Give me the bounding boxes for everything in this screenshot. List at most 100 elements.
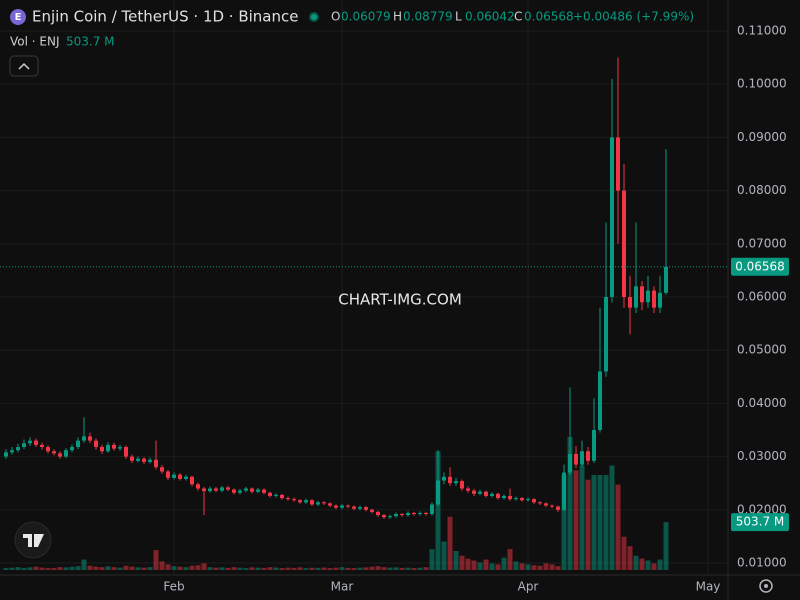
candle-body — [190, 476, 194, 485]
settings-icon[interactable] — [759, 579, 773, 593]
candle-body — [196, 484, 200, 489]
volume-bar — [573, 470, 579, 570]
volume-bar — [549, 564, 555, 570]
candle-body — [466, 488, 470, 491]
candle-body — [586, 451, 590, 461]
candle-body — [388, 516, 392, 518]
volume-bar — [117, 567, 123, 570]
candle-body — [100, 447, 104, 452]
volume-bar — [543, 563, 549, 570]
candle-body — [556, 506, 560, 510]
candle-body — [364, 507, 368, 510]
candle-body — [622, 190, 626, 297]
volume-bar — [195, 565, 201, 570]
volume-bar — [435, 451, 441, 570]
candle-body — [112, 444, 116, 449]
volume-bar — [621, 536, 627, 570]
volume-bar — [657, 559, 663, 570]
candle-body — [358, 507, 362, 509]
candle-body — [328, 503, 332, 506]
candle-body — [640, 286, 644, 303]
candle-body — [316, 502, 320, 505]
candle-body — [418, 512, 422, 515]
symbol-title: Enjin Coin / TetherUS · 1D · Binance — [32, 8, 298, 26]
coin-icon — [10, 9, 26, 25]
candle-body — [82, 436, 86, 441]
volume-bar — [411, 568, 417, 570]
candle-body — [262, 489, 266, 493]
volume-bar — [633, 555, 639, 570]
volume-bar — [171, 566, 177, 570]
candle-body — [430, 504, 434, 515]
candle-body — [34, 440, 38, 445]
volume-bar — [57, 567, 63, 570]
volume-bar — [603, 475, 609, 570]
volume-bar — [51, 567, 57, 570]
volume-bar — [129, 566, 135, 570]
volume-bar — [33, 566, 39, 570]
candle-body — [568, 453, 572, 473]
volume-bar — [447, 516, 453, 570]
volume-bar — [513, 561, 519, 570]
volume-bar — [201, 563, 207, 570]
volume-bar — [243, 568, 249, 570]
tv-logo[interactable] — [14, 521, 52, 559]
volume-legend: Vol · ENJ — [10, 35, 60, 49]
volume-bar — [45, 568, 51, 570]
candle-body — [106, 444, 110, 452]
candle-body — [310, 500, 314, 505]
y-tick-label: 0.09000 — [737, 130, 787, 144]
candle-body — [658, 292, 662, 308]
candle-body — [4, 452, 8, 457]
candle-body — [226, 487, 230, 490]
candle-body — [574, 453, 578, 465]
ohlc-value: 0.06568 — [524, 10, 574, 24]
ohlc-value: 0.06042 — [465, 10, 515, 24]
candle-body — [616, 137, 620, 191]
x-tick-label: Mar — [331, 580, 354, 594]
candle-body — [406, 512, 410, 516]
volume-bar — [645, 560, 651, 570]
volume-bar — [489, 563, 495, 570]
candle-body — [646, 290, 650, 303]
volume-pane — [3, 437, 669, 570]
volume-bar — [267, 567, 273, 570]
candle-body — [544, 503, 548, 506]
volume-bar — [87, 565, 93, 570]
candle-body — [256, 489, 260, 492]
volume-bar — [441, 541, 447, 570]
y-tick-label: 0.05000 — [737, 343, 787, 357]
grid — [0, 0, 728, 575]
volume-bar — [579, 465, 585, 570]
volume-bar — [345, 567, 351, 570]
candle-body — [46, 447, 50, 452]
volume-bar — [99, 567, 105, 570]
volume-bar — [597, 475, 603, 570]
volume-bar — [219, 567, 225, 570]
volume-bar — [231, 567, 237, 570]
volume-bar — [651, 563, 657, 570]
volume-bar — [123, 565, 129, 570]
candle-body — [88, 436, 92, 441]
candle-body — [628, 296, 632, 308]
candle-body — [184, 476, 188, 479]
candle-body — [424, 512, 428, 515]
settings-icon — [764, 584, 768, 588]
volume-bar — [291, 567, 297, 570]
candle-body — [514, 498, 518, 500]
y-tick-label: 0.03000 — [737, 449, 787, 463]
candle-body — [352, 506, 356, 509]
candle-body — [478, 491, 482, 494]
volume-bar — [507, 549, 513, 570]
collapse-button[interactable] — [9, 55, 39, 77]
ohlc-label: O — [331, 10, 340, 24]
volume-bar — [309, 567, 315, 570]
volume-bar — [153, 550, 159, 570]
volume-bar — [39, 567, 45, 570]
volume-bar — [591, 475, 597, 570]
volume-bar — [495, 564, 501, 570]
volume-bar — [405, 567, 411, 570]
ohlc-label: L — [455, 10, 462, 24]
candle-body — [634, 286, 638, 308]
